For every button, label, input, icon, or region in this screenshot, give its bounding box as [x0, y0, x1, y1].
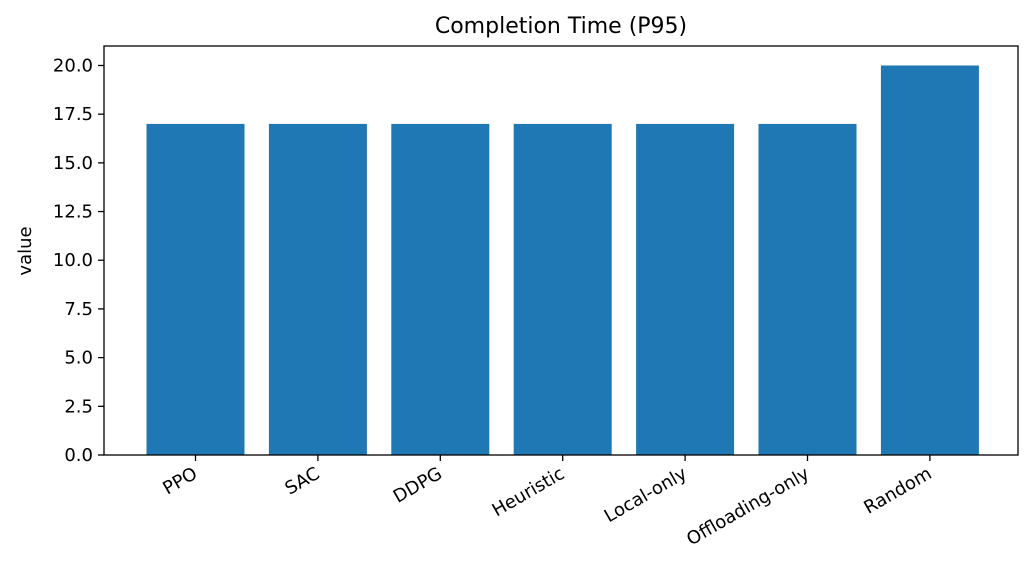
bar-ddpg — [391, 123, 490, 456]
y-tick-label: 17.5 — [53, 104, 93, 125]
y-tick-label: 10.0 — [53, 250, 93, 271]
bar-sac — [268, 123, 367, 456]
x-tick-label: PPO — [159, 463, 201, 499]
y-tick-label: 7.5 — [64, 299, 93, 320]
y-tick-label: 0.0 — [64, 445, 93, 466]
y-tick-label: 12.5 — [53, 202, 93, 223]
y-tick-label: 20.0 — [53, 55, 93, 76]
x-axis: PPO SAC DDPG Heuristic Local-onlyOffloading-… — [159, 455, 935, 550]
x-tick-label: Heuristic — [489, 463, 569, 521]
bar-offloading-only — [758, 123, 857, 456]
y-tick-label: 2.5 — [64, 396, 93, 417]
bar-ppo — [146, 123, 245, 456]
y-axis-label: value — [15, 226, 36, 275]
bar-heuristic — [513, 123, 612, 456]
chart-title: Completion Time (P95) — [435, 14, 687, 39]
x-tick-label: DDPG — [390, 463, 446, 507]
x-tick-label: Offloading-only — [683, 463, 813, 550]
x-tick-label: Local-only — [601, 463, 691, 527]
y-tick-label: 15.0 — [53, 153, 93, 174]
x-tick-label: SAC — [281, 463, 323, 499]
bar-local-only — [636, 123, 735, 456]
bar-random — [880, 65, 979, 455]
x-tick-label: Random — [860, 463, 935, 518]
y-axis: 0.0 2.5 5.0 7.5 10.0 12.5 15.0 17.5 20.0 — [53, 55, 104, 466]
plot-frame — [103, 45, 1019, 456]
y-tick-label: 5.0 — [64, 348, 93, 369]
bars-group — [146, 65, 979, 456]
